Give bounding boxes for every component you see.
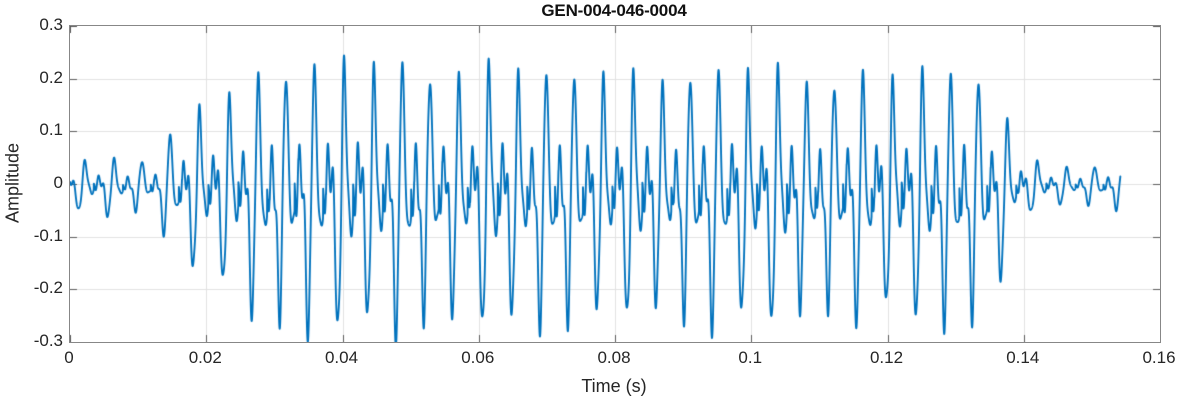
y-tick-label: 0.1 bbox=[39, 120, 63, 140]
y-tick-label: 0 bbox=[53, 173, 63, 192]
x-tick-label: 0.08 bbox=[597, 348, 631, 367]
y-tick-label: -0.3 bbox=[33, 331, 63, 350]
y-tick-label: -0.1 bbox=[33, 225, 63, 245]
x-tick-label: 0.06 bbox=[461, 348, 495, 367]
x-tick-label: 0.12 bbox=[869, 348, 904, 367]
chart-title: GEN-004-046-0004 bbox=[541, 1, 687, 20]
y-tick-label: -0.2 bbox=[33, 278, 63, 298]
x-axis-label: Time (s) bbox=[581, 376, 647, 396]
x-tick-label: 0.1 bbox=[738, 348, 763, 367]
x-tick-label: 0.14 bbox=[1006, 348, 1040, 367]
waveform-canvas bbox=[70, 26, 1160, 342]
x-tick-label: 0.02 bbox=[188, 348, 222, 367]
y-tick-label: 0.2 bbox=[39, 67, 63, 87]
x-tick-label: 0 bbox=[64, 348, 74, 367]
x-tick-label: 0.04 bbox=[324, 348, 359, 367]
y-tick-label: 0.3 bbox=[39, 15, 63, 34]
plot-area bbox=[69, 25, 1161, 343]
x-tick-label: 0.16 bbox=[1142, 348, 1176, 367]
